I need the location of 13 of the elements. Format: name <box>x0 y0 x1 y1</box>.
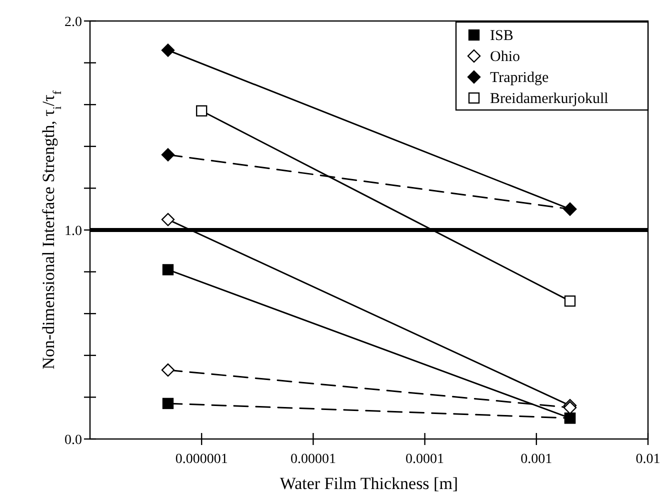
legend-label: Breidamerkurjokull <box>490 91 608 107</box>
x-tick-label: 0.000001 <box>175 452 228 467</box>
y-tick-label: 0.0 <box>64 433 82 448</box>
legend-label: Trapridge <box>490 70 549 86</box>
x-tick-label: 0.00001 <box>290 452 336 467</box>
x-axis-title: Water Film Thickness [m] <box>280 474 458 493</box>
y-tick-label: 1.0 <box>64 224 82 239</box>
legend-label: Ohio <box>490 49 520 65</box>
x-tick-label: 0.01 <box>636 452 660 467</box>
x-tick-label: 0.0001 <box>406 452 444 467</box>
y-tick-label: 2.0 <box>64 15 82 30</box>
legend-label: ISB <box>490 28 514 44</box>
x-tick-label: 0.001 <box>520 452 552 467</box>
